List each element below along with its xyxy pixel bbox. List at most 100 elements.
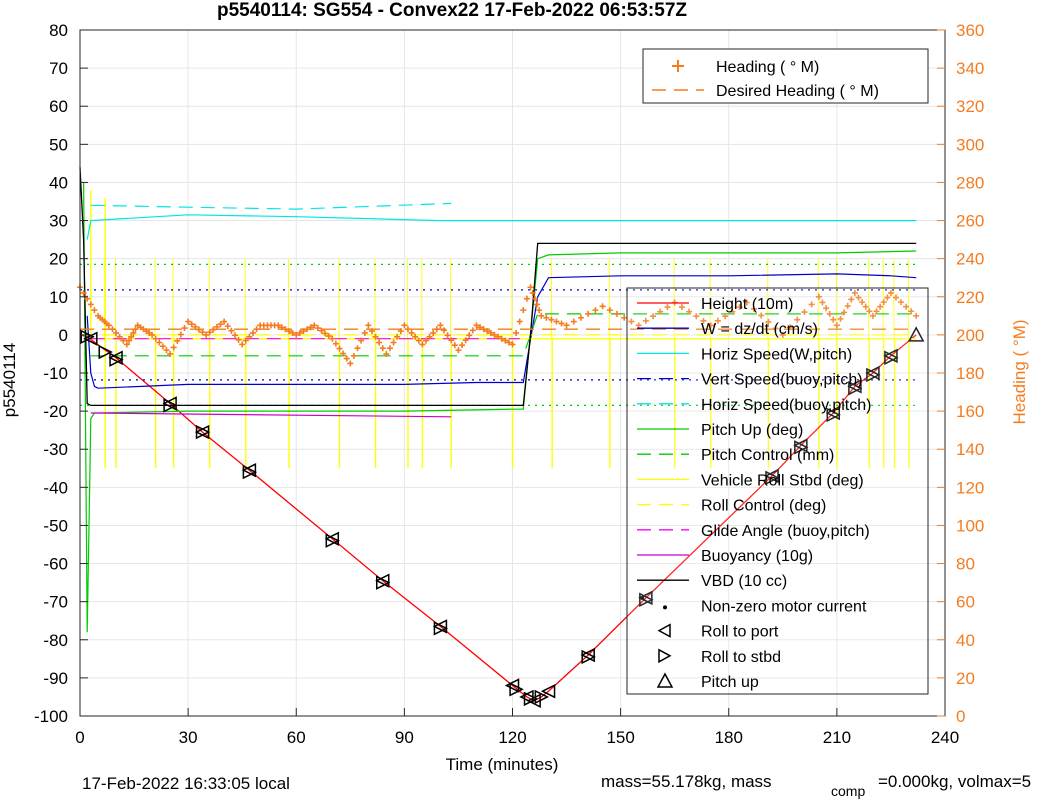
heading-point xyxy=(750,305,757,312)
heading-point xyxy=(123,341,130,348)
heading-point xyxy=(408,329,415,336)
heading-point xyxy=(505,339,512,346)
heading-point xyxy=(206,329,213,336)
marker-roll-to-port xyxy=(793,438,808,453)
heading-point xyxy=(347,360,354,367)
heading-point xyxy=(898,299,905,306)
heading-point xyxy=(473,322,480,329)
heading-point xyxy=(113,329,120,336)
heading-point xyxy=(314,325,321,332)
heading-point xyxy=(120,337,127,344)
legend-main-label: VBD (10 cc) xyxy=(701,573,787,590)
heading-point xyxy=(892,294,899,301)
heading-point xyxy=(714,317,721,324)
series-vbd-10-cc xyxy=(79,167,917,407)
heading-point xyxy=(498,335,505,342)
heading-point xyxy=(103,320,110,327)
heading-point xyxy=(296,329,303,336)
heading-point xyxy=(869,312,876,319)
heading-point xyxy=(462,337,469,344)
series-layer xyxy=(77,167,920,702)
marker-roll-to-port xyxy=(580,647,595,663)
heading-point xyxy=(466,332,473,339)
heading-point xyxy=(808,301,815,308)
y-tick-label: -100 xyxy=(34,707,68,726)
heading-point xyxy=(548,316,555,323)
y2-tick-label: 240 xyxy=(956,250,984,269)
heading-point xyxy=(743,299,750,306)
y-tick-label: 10 xyxy=(49,288,68,307)
heading-point xyxy=(534,301,541,308)
heading-point xyxy=(841,309,848,316)
marker-roll-to-stbd xyxy=(109,352,124,367)
heading-point xyxy=(167,350,174,357)
heading-point xyxy=(126,337,133,344)
legend-main-label: Vert Speed(buoy,pitch) xyxy=(701,372,863,389)
heading-point xyxy=(614,310,621,317)
heading-point xyxy=(833,322,840,329)
footer-comp: comp xyxy=(831,783,866,799)
heading-point xyxy=(693,313,700,320)
legend-main-label: W = dz/dt (cm/s) xyxy=(701,321,818,338)
heading-point xyxy=(848,296,855,303)
y-axis-label: p5540114 xyxy=(0,343,19,417)
heading-point xyxy=(332,340,339,347)
heading-point xyxy=(372,333,379,340)
heading-point xyxy=(170,344,177,351)
marker-roll-to-port xyxy=(847,379,862,394)
legend-swatch-roll-to-stbd xyxy=(658,648,672,664)
heading-point xyxy=(412,333,419,340)
marker-roll-to-port xyxy=(241,462,257,478)
legend-main-label: Roll Control (deg) xyxy=(701,498,826,515)
y-tick-label: -60 xyxy=(43,555,68,574)
heading-point xyxy=(336,345,343,352)
heading-point xyxy=(592,307,599,314)
heading-point xyxy=(441,327,448,334)
legend-main-label: Pitch Up (deg) xyxy=(701,422,803,439)
heading-point xyxy=(678,304,685,311)
marker-roll-to-stbd xyxy=(534,689,550,705)
heading-point xyxy=(451,342,458,349)
heading-point xyxy=(239,341,246,348)
marker-roll-to-stbd xyxy=(884,350,899,365)
y2-tick-label: 80 xyxy=(956,555,975,574)
marker-roll-to-stbd xyxy=(826,407,841,423)
heading-point xyxy=(329,335,336,342)
chart-title: p5540114: SG554 - Convex22 17-Feb-2022 0… xyxy=(217,0,687,21)
y-tick-label: 20 xyxy=(49,250,68,269)
y2-tick-label: 280 xyxy=(956,173,984,192)
heading-point xyxy=(444,332,451,339)
heading-point xyxy=(80,289,87,296)
legend-main-label: Glide Angle (buoy,pitch) xyxy=(701,523,870,540)
heading-point xyxy=(455,347,462,354)
marker-roll-to-stbd xyxy=(523,691,539,707)
y-tick-label: -10 xyxy=(43,364,68,383)
y2-tick-label: 260 xyxy=(956,212,984,231)
marker-roll-to-stbd xyxy=(639,592,654,607)
marker-roll-to-port xyxy=(764,468,779,484)
heading-point xyxy=(311,322,318,329)
series-pitch-control-mm xyxy=(90,313,917,357)
marker-layer xyxy=(80,326,925,708)
heading-point xyxy=(700,317,707,324)
heading-point xyxy=(437,322,444,329)
x-tick-label: 60 xyxy=(287,728,306,747)
heading-point xyxy=(536,307,543,314)
x-tick-label: 30 xyxy=(179,728,198,747)
heading-point xyxy=(877,303,884,310)
heading-point xyxy=(642,317,649,324)
heading-point xyxy=(185,318,192,325)
legend-main-label: Pitch up xyxy=(701,674,759,691)
series-pitch-up-deg xyxy=(83,182,917,633)
heading-point xyxy=(606,307,613,314)
heading-point xyxy=(855,294,862,301)
heading-point xyxy=(509,341,516,348)
heading-point xyxy=(844,302,851,309)
series-horiz-speed-buoy-pitch xyxy=(90,202,452,210)
heading-point xyxy=(523,295,530,302)
heading-point xyxy=(772,325,779,332)
y-tick-label: 30 xyxy=(49,212,68,231)
marker-roll-to-stbd xyxy=(848,381,863,396)
y-tick-label: -50 xyxy=(43,516,68,535)
heading-point xyxy=(830,316,837,323)
